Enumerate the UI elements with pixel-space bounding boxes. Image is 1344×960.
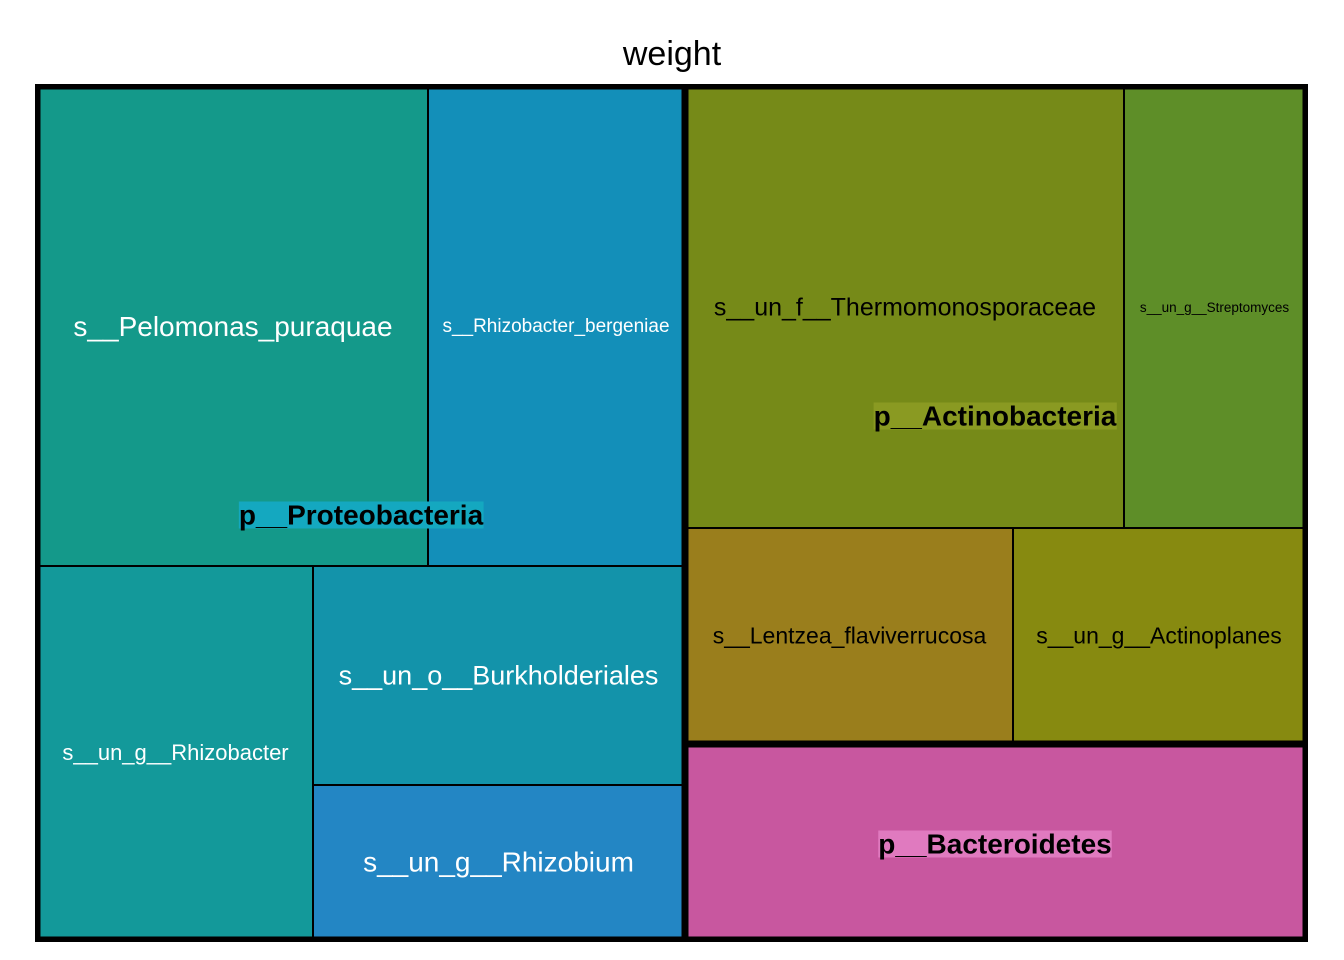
leaf-label: s__Pelomonas_puraquae <box>73 311 392 342</box>
leaf-tile <box>427 86 685 567</box>
plot-border <box>35 84 1308 942</box>
group-label-background <box>238 501 484 529</box>
leaf-label: s__un_g__Actinoplanes <box>1036 623 1282 649</box>
leaf-tiles <box>37 86 1306 940</box>
leaf-tile <box>37 86 429 567</box>
group-label-background <box>873 402 1117 430</box>
leaf-tile <box>37 565 314 940</box>
leaf-tile <box>312 565 685 786</box>
leaf-label: s__un_g__Rhizobacter <box>62 740 288 765</box>
group-label: p__Bacteroidetes <box>878 829 1112 860</box>
leaf-label: s__un_f__Thermomonosporaceae <box>714 294 1096 322</box>
leaf-label: s__Lentzea_flaviverrucosa <box>713 623 987 649</box>
group-label-text: p__Proteobacteria <box>239 500 484 531</box>
group-label-text: p__Bacteroidetes <box>878 829 1111 860</box>
leaf-labels: s__Pelomonas_puraquae s__Rhizobacter_berg… <box>62 294 1289 878</box>
leaf-label: s__un_o__Burkholderiales <box>339 661 659 691</box>
group-label-text: p__Actinobacteria <box>874 401 1117 432</box>
group-label: p__Proteobacteria <box>238 500 484 531</box>
group-label: p__Actinobacteria <box>873 401 1117 432</box>
leaf-label: s__un_g__Streptomyces <box>1140 300 1290 315</box>
chart-title: weight <box>622 35 722 73</box>
group-label-background <box>878 830 1112 858</box>
leaf-tile <box>312 784 685 940</box>
leaf-label: s__un_g__Rhizobium <box>363 847 634 878</box>
group-labels: p__Proteobacteria p__Actinobacteria p__Bac… <box>238 401 1117 860</box>
leaf-tile <box>685 527 1014 744</box>
leaf-label: s__Rhizobacter_bergeniae <box>442 316 669 337</box>
leaf-tile <box>685 86 1125 529</box>
